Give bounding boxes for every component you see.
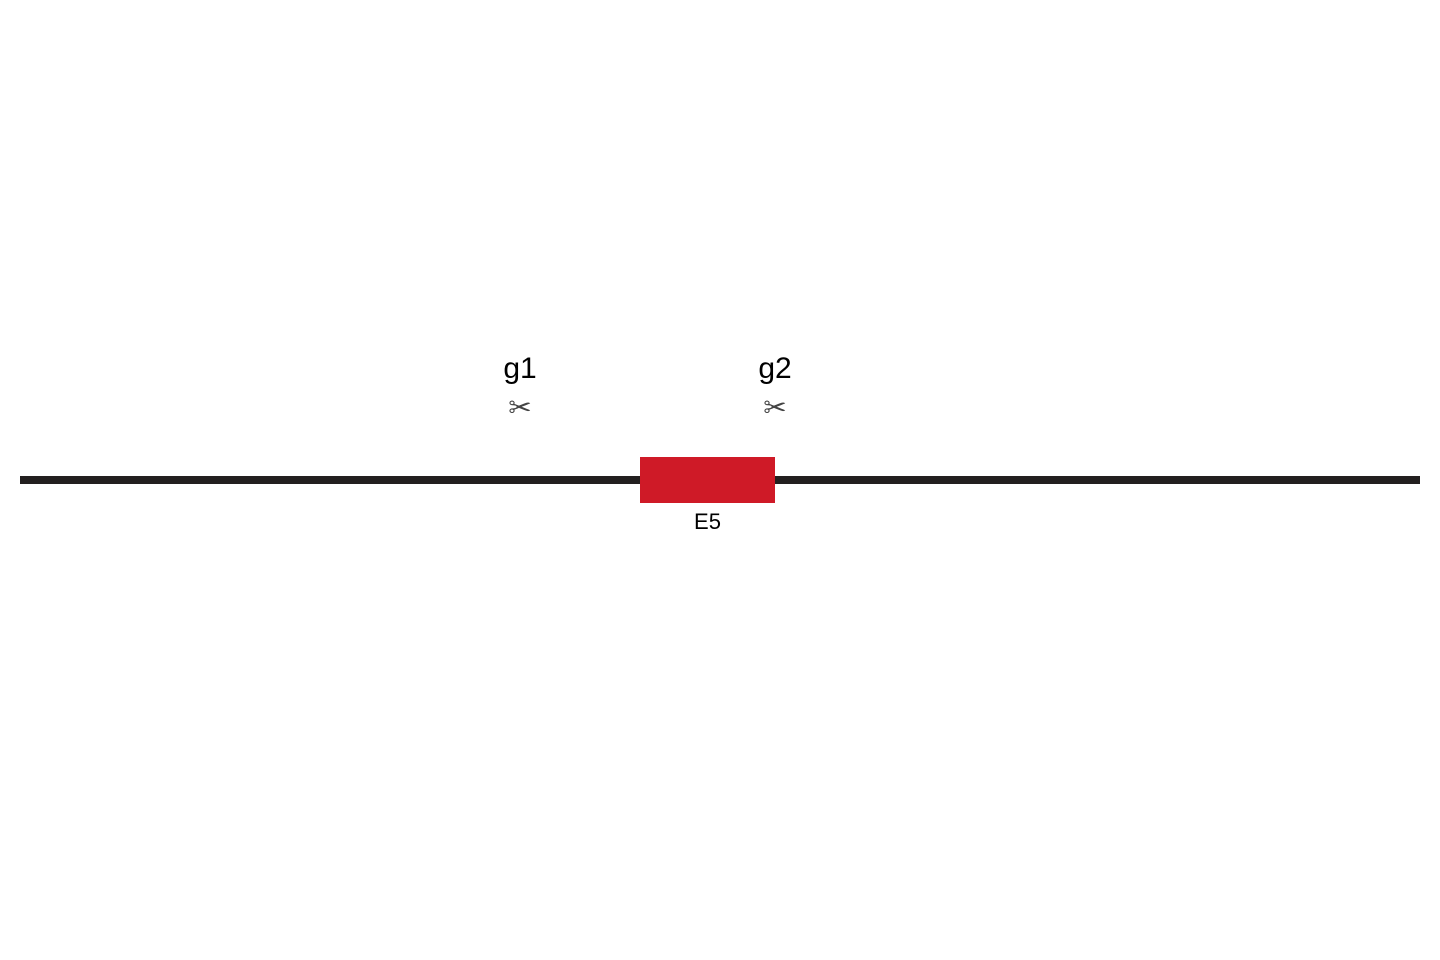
cut-label-g2: g2 [758,354,791,384]
scissors-icon: ✂ [763,394,786,422]
scissors-icon: ✂ [508,394,531,422]
cut-label-g1: g1 [503,354,536,384]
exon-rect [640,457,775,503]
exon-label: E5 [694,511,721,533]
